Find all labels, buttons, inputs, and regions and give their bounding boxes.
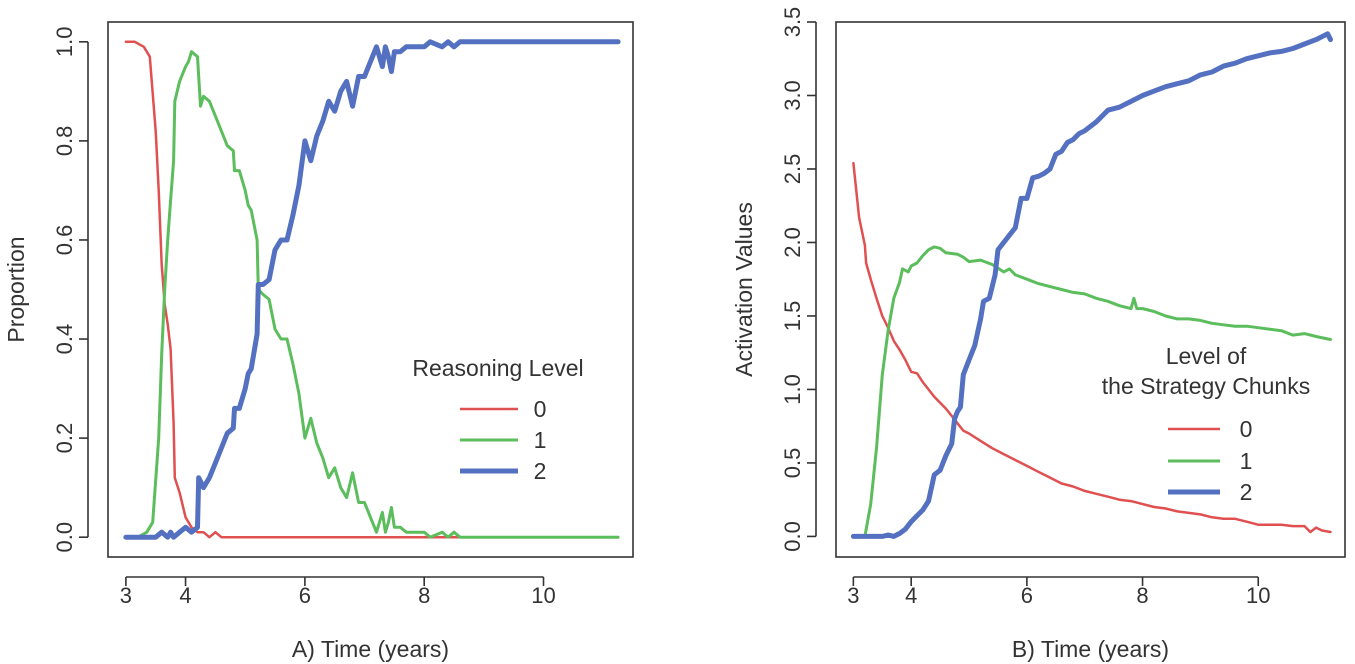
b-legend-title: the Strategy Chunks <box>1102 373 1310 399</box>
b-x-tick-label: 10 <box>1246 583 1270 608</box>
b-x-tick-label: 3 <box>847 583 859 608</box>
b-y-axis-title: Activation Values <box>731 202 757 377</box>
a-y-tick-label: 0.6 <box>52 225 77 256</box>
a-legend-title: Reasoning Level <box>412 355 583 381</box>
a-y-tick-label: 0.0 <box>52 522 77 553</box>
b-legend-label-2: 2 <box>1240 479 1253 505</box>
a-x-tick-label: 6 <box>299 583 311 608</box>
b-legend-label-0: 0 <box>1240 416 1253 442</box>
a-y-tick-label: 1.0 <box>52 27 77 58</box>
b-series-line-0 <box>852 161 1332 534</box>
a-x-tick-label: 4 <box>179 583 191 608</box>
a-y-tick-label: 0.8 <box>52 126 77 157</box>
a-y-tick-label: 0.2 <box>52 423 77 454</box>
b-y-tick-label: 3.5 <box>780 7 805 38</box>
a-legend-label-2: 2 <box>534 458 547 484</box>
panel-b: 3 4 6 8 100.00.51.01.52.02.53.03.5B) Time (y… <box>731 7 1346 662</box>
b-x-tick-label: 4 <box>905 583 917 608</box>
a-series-line-1 <box>124 50 620 539</box>
a-y-tick-label: 0.4 <box>52 324 77 355</box>
a-legend-label-1: 1 <box>534 427 547 453</box>
a-series-line-0 <box>124 40 620 539</box>
a-legend: Reasoning Level 0 1 2 <box>412 355 583 484</box>
b-y-tick-label: 0.0 <box>780 521 805 552</box>
b-y-tick-label: 1.5 <box>780 301 805 332</box>
b-x-axis-title: B) Time (years) <box>1012 636 1169 662</box>
b-x-tick-label: 8 <box>1136 583 1148 608</box>
a-x-tick-label: 8 <box>418 583 430 608</box>
b-legend: Level of the Strategy Chunks 0 1 2 <box>1102 343 1310 505</box>
b-y-tick-label: 2.5 <box>780 154 805 185</box>
a-series-line-2 <box>123 39 621 540</box>
b-y-tick-label: 0.5 <box>780 448 805 479</box>
b-y-tick-label: 2.0 <box>780 227 805 258</box>
b-x-tick-label: 6 <box>1021 583 1033 608</box>
b-legend-label-1: 1 <box>1240 448 1253 474</box>
panel-a: 3 4 6 8 100.00.20.40.60.81.0A) Time (years)P… <box>3 21 634 662</box>
b-y-tick-label: 1.0 <box>780 374 805 405</box>
a-plot-frame <box>107 21 634 558</box>
a-x-tick-label: 3 <box>120 583 132 608</box>
a-y-axis-title: Proportion <box>3 236 29 342</box>
a-legend-label-0: 0 <box>534 396 547 422</box>
b-series-line-2 <box>850 31 1333 539</box>
b-legend-title: Level of <box>1166 343 1247 369</box>
a-x-axis-title: A) Time (years) <box>292 636 449 662</box>
b-plot-frame <box>835 21 1346 558</box>
b-series-line-1 <box>851 245 1332 538</box>
a-x-tick-label: 10 <box>531 583 555 608</box>
b-y-tick-label: 3.0 <box>780 80 805 111</box>
